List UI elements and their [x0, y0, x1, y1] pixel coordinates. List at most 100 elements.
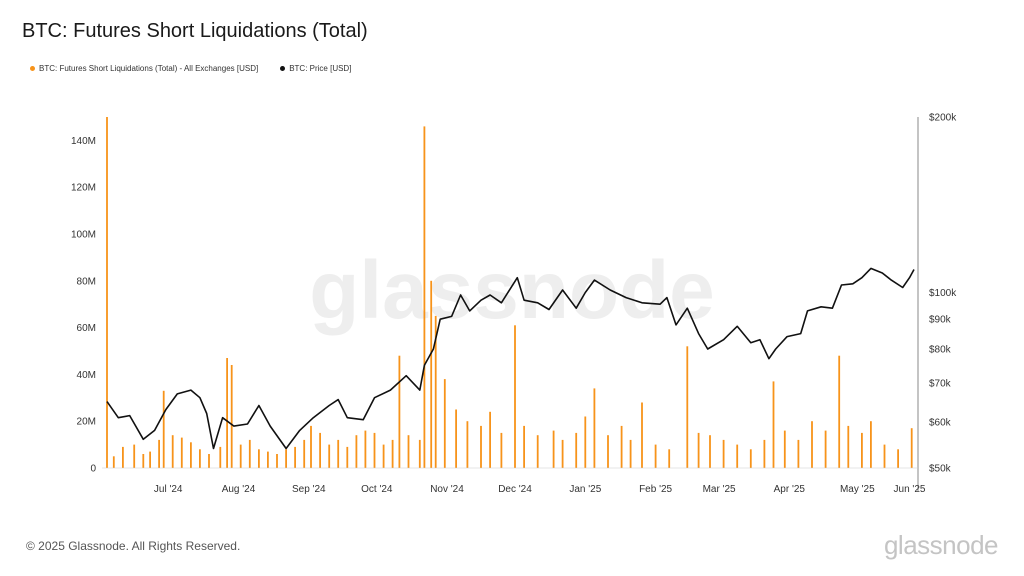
liquidation-bar [910, 428, 913, 468]
right-tick-label: $50k [929, 464, 952, 475]
x-tick-label: Jul '24 [154, 484, 183, 495]
x-tick-label: Nov '24 [430, 484, 464, 495]
x-axis-ticks: Jul '24 Aug '24 Sep '24 Oct '24 Nov '24 Dec '… [154, 484, 926, 495]
liquidation-bar [149, 451, 151, 468]
legend-swatch-price [280, 66, 286, 71]
liquidation-bar [303, 439, 306, 468]
liquidation-bar [158, 439, 160, 468]
liquidation-bar [310, 425, 312, 468]
left-tick-label: 40M [77, 370, 96, 381]
liquidation-bar [870, 421, 872, 468]
legend: BTC: Futures Short Liquidations (Total) … [30, 64, 351, 73]
liquidation-bar [824, 430, 827, 468]
liquidation-bar [455, 409, 457, 468]
liquidation-bar [523, 425, 525, 468]
liquidation-bar [430, 280, 433, 468]
liquidation-bar [584, 416, 587, 468]
liquidation-bar [226, 358, 228, 468]
liquidation-bar [500, 432, 503, 468]
liquidation-bar [772, 381, 775, 468]
liquidation-bar [797, 439, 800, 468]
liquidation-bar [434, 315, 437, 468]
x-tick-label: Apr '25 [774, 484, 806, 495]
left-axis-ticks: 0 20M 40M 60M 80M 100M 120M 140M [71, 136, 96, 475]
copyright-footer: © 2025 Glassnode. All Rights Reserved. [26, 539, 241, 553]
right-tick-label: $100k [929, 288, 957, 299]
liquidation-bar [258, 449, 260, 468]
x-tick-label: Jun '25 [894, 484, 926, 495]
liquidation-bar [382, 444, 385, 468]
liquidation-bar [620, 425, 623, 468]
liquidation-bar [337, 439, 340, 468]
right-tick-label: $200k [929, 113, 957, 124]
liquidation-bar [722, 439, 725, 468]
liquidation-bar [418, 439, 421, 468]
liquidation-bar [811, 421, 813, 468]
liquidation-bar [180, 437, 183, 468]
liquidation-bar [697, 432, 700, 468]
liquidation-bar [355, 435, 358, 468]
liquidation-bar [561, 439, 564, 468]
liquidation-bar [373, 432, 376, 468]
left-tick-label: 60M [77, 323, 96, 334]
legend-label-liquidations: BTC: Futures Short Liquidations (Total) … [39, 64, 259, 73]
liquidation-bar [364, 430, 367, 468]
liquidation-bar [783, 430, 786, 468]
liquidation-bar [861, 432, 863, 468]
liquidation-bar [267, 451, 269, 468]
price-line [106, 267, 915, 450]
liquidation-bar [407, 435, 410, 468]
liquidation-bar [199, 449, 201, 468]
x-tick-label: Mar '25 [703, 484, 736, 495]
liquidation-bar [763, 439, 766, 468]
x-tick-label: Jan '25 [569, 484, 601, 495]
left-tick-label: 100M [71, 230, 96, 241]
legend-item-price[interactable]: BTC: Price [USD] [280, 64, 351, 73]
legend-label-price: BTC: Price [USD] [289, 64, 352, 73]
liquidation-bar [654, 444, 657, 468]
liquidation-bar [346, 446, 349, 468]
liquidation-bar [106, 117, 108, 468]
liquidation-bar [294, 446, 296, 468]
liquidation-bar [607, 435, 609, 468]
right-tick-label: $60k [929, 417, 952, 428]
x-tick-label: May '25 [840, 484, 875, 495]
liquidation-bar [593, 388, 596, 468]
left-tick-label: 80M [77, 276, 96, 287]
liquidation-bar [847, 425, 850, 468]
right-tick-label: $90k [929, 315, 952, 326]
liquidation-bar [536, 435, 539, 468]
liquidation-bar [391, 439, 394, 468]
liquidation-bar [171, 435, 174, 468]
right-tick-label: $80k [929, 345, 952, 356]
liquidation-bar [514, 325, 516, 468]
legend-item-liquidations[interactable]: BTC: Futures Short Liquidations (Total) … [30, 64, 258, 73]
liquidation-bar [208, 454, 210, 468]
liquidation-bar [749, 449, 752, 468]
liquidation-bar [709, 435, 711, 468]
liquidation-bar [122, 446, 124, 468]
x-tick-label: Feb '25 [639, 484, 672, 495]
liquidation-bar [285, 449, 287, 468]
liquidation-bar [248, 439, 251, 468]
liquidation-bar [190, 442, 192, 468]
liquidation-bar [239, 444, 242, 468]
liquidation-bars [106, 117, 913, 469]
x-tick-label: Dec '24 [498, 484, 532, 495]
liquidation-bar [133, 444, 136, 468]
liquidation-bar [466, 421, 469, 468]
liquidation-bar [641, 402, 643, 468]
watermark: glassnode [309, 245, 715, 336]
liquidation-bar [480, 425, 482, 468]
left-tick-label: 0 [90, 464, 96, 475]
liquidation-bar [668, 449, 671, 468]
x-tick-label: Oct '24 [361, 484, 393, 495]
liquidation-bar [575, 432, 578, 468]
liquidation-bar [489, 411, 491, 468]
liquidation-bar [142, 454, 145, 468]
legend-swatch-liquidations [30, 66, 35, 71]
liquidation-bar [883, 444, 886, 468]
x-tick-label: Sep '24 [292, 484, 326, 495]
liquidation-bar [443, 379, 446, 468]
